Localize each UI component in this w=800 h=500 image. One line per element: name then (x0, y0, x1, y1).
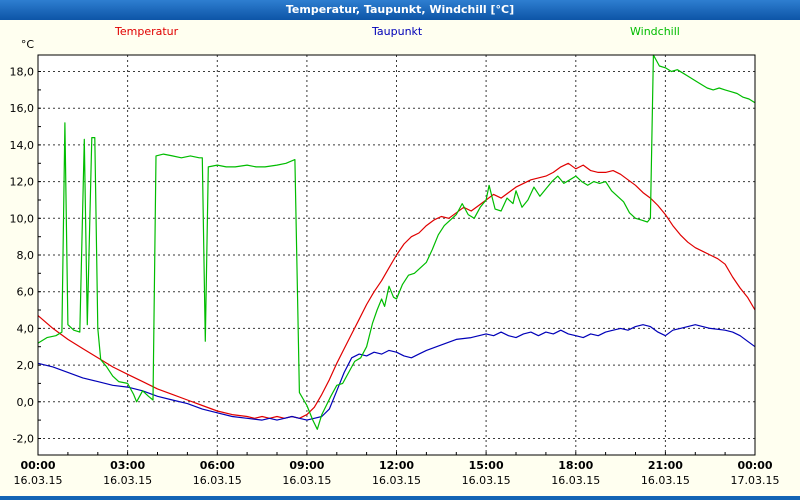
x-tick-time: 12:00 (379, 459, 414, 472)
chart-legend: Temperatur Taupunkt Windchill (0, 25, 800, 41)
x-tick-time: 00:00 (20, 459, 55, 472)
x-tick-time: 06:00 (200, 459, 235, 472)
series-line-temperatur (37, 162, 756, 419)
y-tick-label: 18,0 (10, 66, 35, 79)
plot-border (37, 54, 756, 456)
x-tick-date: 16.03.15 (641, 474, 690, 487)
window-title-bar: Temperatur, Taupunkt, Windchill [°C] (0, 0, 800, 20)
y-tick-label: -2,0 (13, 433, 34, 446)
x-tick-date: 17.03.15 (731, 474, 780, 487)
x-tick-date: 16.03.15 (372, 474, 421, 487)
x-tick-date: 16.03.15 (551, 474, 600, 487)
legend-label-taupunkt: Taupunkt (372, 25, 423, 38)
series-line-taupunkt (37, 324, 756, 421)
x-tick-time: 00:00 (737, 459, 772, 472)
window-title: Temperatur, Taupunkt, Windchill [°C] (285, 3, 515, 16)
y-tick-label: 16,0 (10, 102, 35, 115)
x-tick-time: 09:00 (289, 459, 324, 472)
y-tick-label: 0,0 (17, 396, 35, 409)
y-tick-label: 14,0 (10, 139, 35, 152)
x-tick-date: 16.03.15 (103, 474, 152, 487)
legend-label-temperatur: Temperatur (115, 25, 179, 38)
y-tick-label: 10,0 (10, 212, 35, 225)
x-tick-time: 03:00 (110, 459, 145, 472)
y-tick-label: 8,0 (17, 249, 35, 262)
x-tick-date: 16.03.15 (282, 474, 331, 487)
legend-label-windchill: Windchill (630, 25, 680, 38)
x-tick-date: 16.03.15 (14, 474, 63, 487)
chart-canvas: 18,0 16,0 14,0 12,0 10,0 8,0 6,0 4,0 2,0 0,0 -2,0 0… (10, 38, 780, 487)
x-tick-date: 16.03.15 (462, 474, 511, 487)
y-tick-label: 6,0 (17, 286, 35, 299)
x-tick-time: 15:00 (469, 459, 504, 472)
x-tick-time: 18:00 (558, 459, 593, 472)
y-tick-label: 2,0 (17, 359, 35, 372)
y-tick-label: 12,0 (10, 176, 35, 189)
y-tick-label: 4,0 (17, 322, 35, 335)
x-tick-time: 21:00 (648, 459, 683, 472)
x-tick-date: 16.03.15 (193, 474, 242, 487)
y-axis-unit: °C (21, 38, 35, 51)
series-line-windchill (37, 54, 756, 430)
window-border-bottom (0, 496, 800, 500)
